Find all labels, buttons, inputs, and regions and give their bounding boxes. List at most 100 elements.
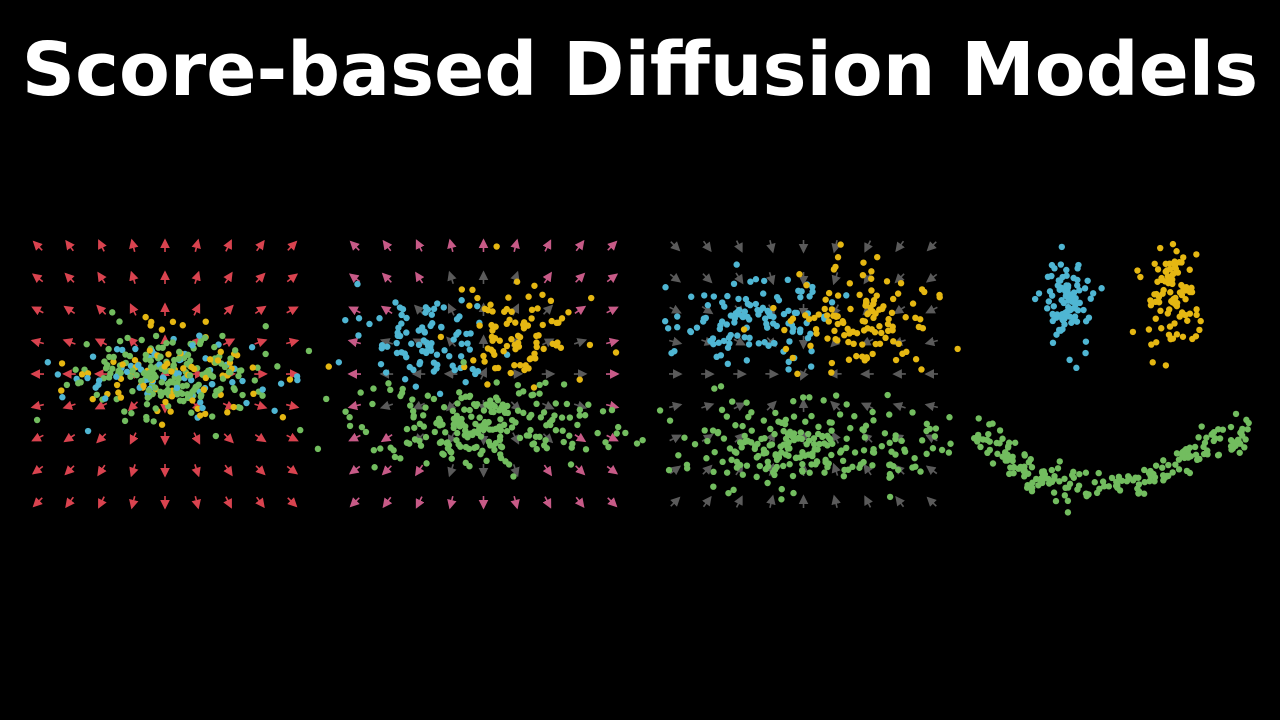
dot	[440, 404, 448, 411]
dot	[760, 450, 767, 457]
dot	[704, 302, 712, 309]
dot	[1118, 477, 1126, 484]
arrow	[129, 238, 139, 253]
dot	[1063, 272, 1070, 279]
dot	[804, 430, 812, 438]
dot	[752, 443, 759, 450]
dot	[777, 443, 784, 450]
dot	[1039, 479, 1046, 487]
dot	[1169, 240, 1177, 248]
dot	[167, 408, 174, 415]
dot	[196, 332, 203, 339]
arrow	[31, 432, 44, 442]
arrow	[223, 239, 232, 252]
dot	[422, 304, 430, 311]
dot	[822, 456, 829, 464]
dot	[853, 329, 861, 337]
dot	[1057, 284, 1064, 291]
arrow	[924, 336, 939, 347]
dot	[528, 411, 535, 419]
dot	[458, 340, 465, 348]
dot	[525, 432, 533, 439]
dot	[147, 322, 154, 329]
dot	[805, 451, 812, 458]
dot	[796, 271, 803, 278]
dot	[194, 405, 201, 412]
dot	[1159, 464, 1166, 471]
arrow	[670, 496, 681, 507]
dot	[117, 369, 124, 377]
dot	[828, 419, 835, 426]
dot	[791, 309, 799, 317]
dot	[458, 286, 466, 293]
dot	[755, 452, 762, 460]
dot	[790, 489, 797, 497]
dot	[420, 423, 427, 430]
dot	[1175, 466, 1183, 473]
dot	[119, 361, 126, 368]
dot	[918, 366, 925, 373]
dot	[454, 400, 461, 407]
dot	[441, 347, 448, 354]
dot	[728, 398, 736, 405]
arrow	[380, 432, 393, 443]
dot	[868, 268, 875, 275]
dot	[986, 446, 994, 454]
arrow	[669, 304, 682, 314]
dot	[527, 355, 534, 362]
dot	[821, 305, 828, 313]
dot	[889, 295, 897, 303]
dot	[771, 466, 779, 473]
dot	[399, 306, 407, 313]
dot	[1141, 478, 1148, 486]
arrow	[63, 432, 76, 443]
dot	[358, 423, 366, 431]
arrow	[766, 494, 776, 509]
dot	[884, 391, 891, 399]
dot	[105, 374, 113, 381]
dot	[514, 332, 522, 339]
dot	[33, 416, 41, 424]
dot	[1152, 462, 1160, 469]
dot	[449, 407, 457, 415]
dot	[1159, 290, 1166, 297]
dot	[555, 319, 562, 326]
dot	[816, 440, 823, 448]
dot	[761, 434, 768, 442]
dot	[548, 317, 555, 325]
dot	[864, 310, 871, 318]
dot	[1059, 326, 1066, 333]
dot	[1182, 296, 1189, 303]
dot	[719, 458, 726, 466]
dot	[807, 330, 814, 338]
dot	[1243, 416, 1250, 424]
dot	[239, 391, 246, 399]
arrow	[191, 464, 201, 478]
dot	[554, 339, 561, 346]
dot	[494, 364, 502, 372]
dot	[63, 381, 71, 389]
dot	[1169, 469, 1176, 476]
dot	[212, 432, 220, 440]
dot	[704, 437, 711, 445]
dot	[797, 429, 804, 436]
dot	[656, 407, 664, 414]
dot	[1021, 451, 1028, 458]
dot	[1137, 273, 1144, 281]
dot	[807, 363, 815, 370]
dot	[752, 276, 760, 283]
dot	[468, 413, 475, 420]
dot	[918, 437, 926, 444]
dot	[469, 286, 476, 294]
dot	[421, 329, 429, 336]
dot	[1082, 469, 1090, 476]
dot	[996, 427, 1004, 434]
arrow	[831, 239, 841, 254]
dot	[1186, 310, 1194, 317]
dot	[1162, 362, 1170, 369]
dot	[231, 347, 239, 354]
dot	[612, 349, 620, 356]
dot	[416, 358, 424, 366]
dot	[827, 436, 834, 443]
dot	[1081, 285, 1089, 292]
